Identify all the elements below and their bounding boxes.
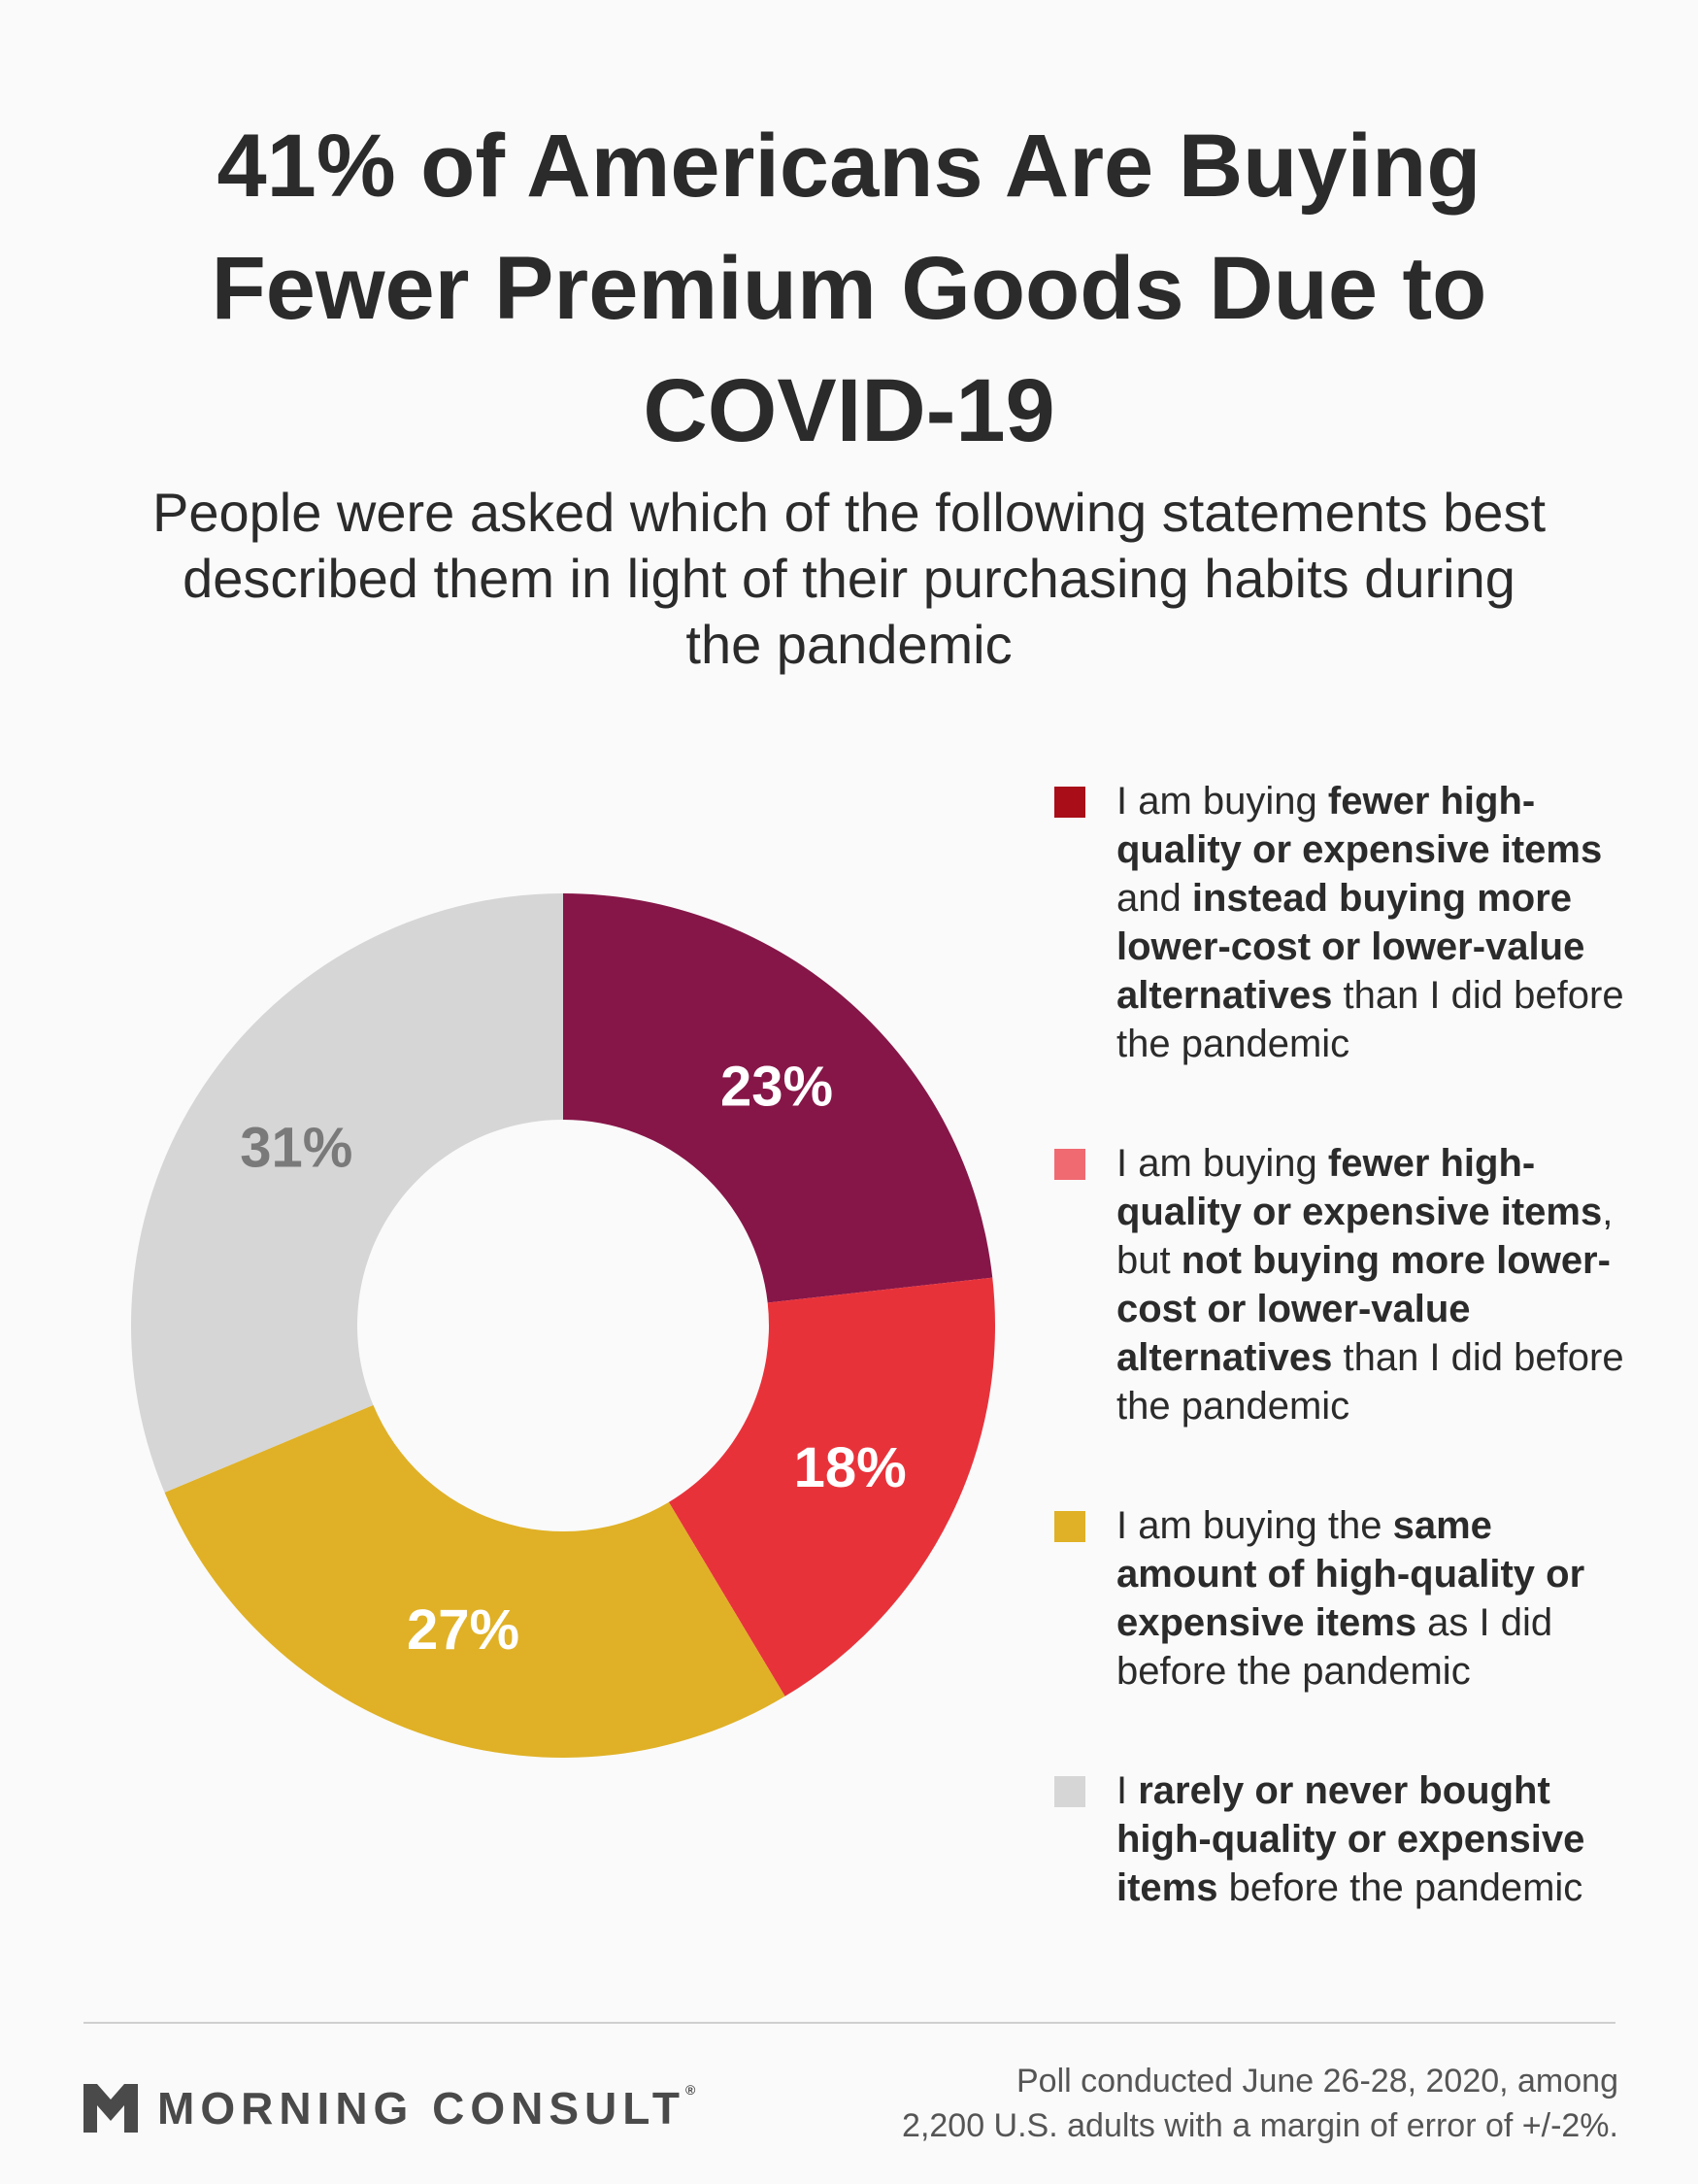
donut-slice-4 bbox=[131, 893, 563, 1493]
legend-label: I am buying fewer high-quality or expens… bbox=[1116, 780, 1624, 1065]
footnote-line-2: 2,200 U.S. adults with a margin of error… bbox=[902, 2107, 1618, 2144]
chart-legend: I am buying fewer high-quality or expens… bbox=[1054, 777, 1637, 1912]
slice-label-1: 23% bbox=[720, 1056, 833, 1119]
legend-swatch bbox=[1054, 1149, 1085, 1180]
legend-item-2: I am buying fewer high-quality or expens… bbox=[1054, 1139, 1637, 1430]
legend-item-3: I am buying the same amount of high-qual… bbox=[1054, 1501, 1637, 1696]
poll-footnote: Poll conducted June 26-28, 2020, among 2… bbox=[822, 2059, 1618, 2148]
slice-label-3: 27% bbox=[407, 1598, 519, 1662]
legend-label: I rarely or never bought high-quality or… bbox=[1116, 1769, 1585, 1909]
legend-label: I am buying fewer high-quality or expens… bbox=[1116, 1142, 1624, 1428]
slice-label-4: 31% bbox=[240, 1117, 352, 1180]
morning-consult-logo-icon bbox=[83, 2084, 138, 2133]
donut-slice-2 bbox=[668, 1277, 995, 1697]
legend-item-1: I am buying fewer high-quality or expens… bbox=[1054, 777, 1637, 1068]
brand-logo: MORNING CONSULT® bbox=[83, 2082, 695, 2134]
chart-subtitle: People were asked which of the following… bbox=[151, 482, 1547, 675]
legend-swatch bbox=[1054, 1511, 1085, 1542]
footnote-line-1: Poll conducted June 26-28, 2020, among bbox=[1015, 2063, 1618, 2100]
legend-swatch bbox=[1054, 787, 1085, 818]
legend-swatch bbox=[1054, 1776, 1085, 1807]
legend-label: I am buying the same amount of high-qual… bbox=[1116, 1504, 1585, 1693]
footer-divider bbox=[83, 2022, 1615, 2024]
donut-slice-3 bbox=[164, 1404, 785, 1758]
chart-title: 41% of Americans Are Buying Fewer Premiu… bbox=[211, 117, 1487, 460]
donut-slice-1 bbox=[563, 893, 993, 1303]
brand-name: MORNING CONSULT® bbox=[157, 2082, 696, 2134]
legend-item-4: I rarely or never bought high-quality or… bbox=[1054, 1766, 1637, 1912]
slice-label-2: 18% bbox=[794, 1436, 907, 1499]
